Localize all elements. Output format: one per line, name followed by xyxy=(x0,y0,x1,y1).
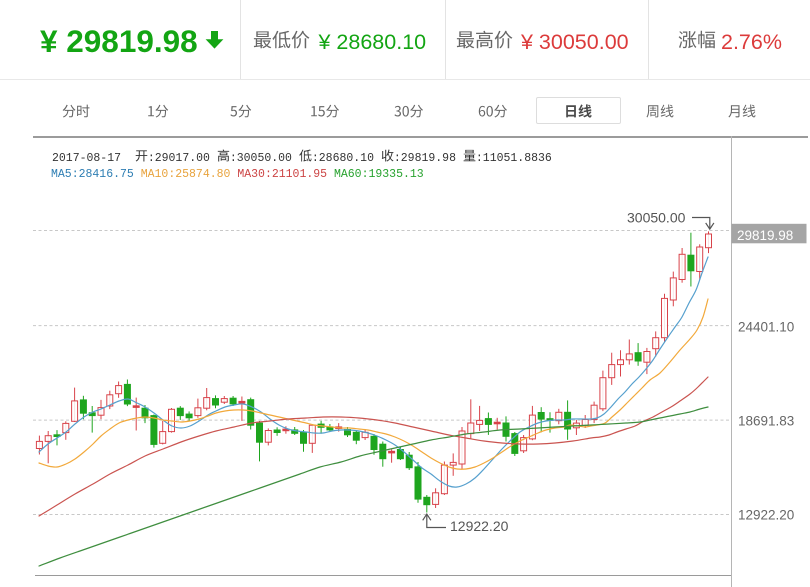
svg-text:12922.20: 12922.20 xyxy=(450,518,509,534)
svg-text:24401.10: 24401.10 xyxy=(738,319,794,334)
svg-text:18691.83: 18691.83 xyxy=(738,413,794,428)
svg-text:30050.00: 30050.00 xyxy=(627,210,686,226)
svg-text:29819.98: 29819.98 xyxy=(737,228,793,243)
svg-text:12922.20: 12922.20 xyxy=(738,507,794,522)
